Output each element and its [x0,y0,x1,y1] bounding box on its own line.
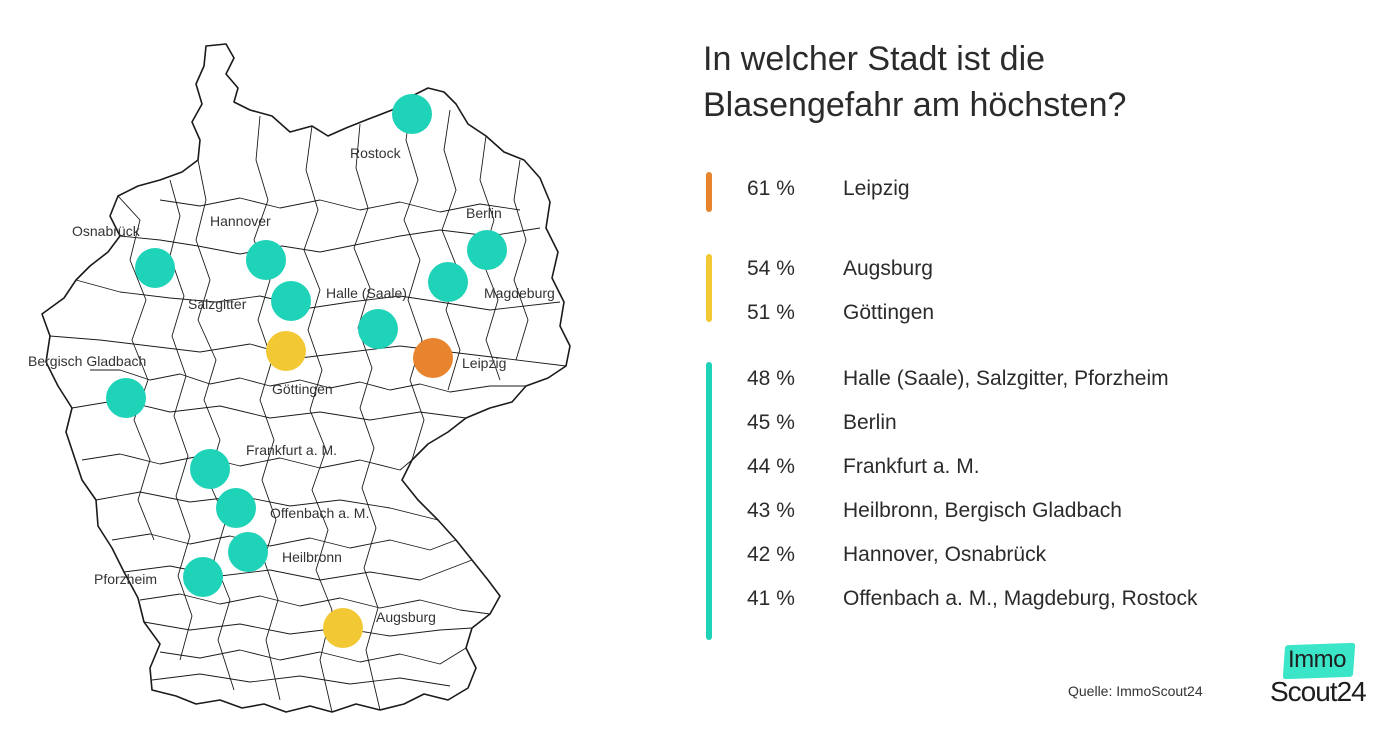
city-label: Halle (Saale) [326,285,407,301]
legend-percent: 41 % [747,587,795,610]
district-boundary [151,673,451,687]
legend-percent: 45 % [747,411,795,434]
district-boundary [81,453,413,471]
legend-cities: Offenbach a. M., Magdeburg, Rostock [843,587,1198,610]
district-boundary [303,125,333,712]
district-boundary [117,195,155,541]
germany-map: Rostock Berlin Osnabrück Hannover Salzgitter… [20,40,620,730]
city-label: Pforzheim [94,571,157,587]
city-label: Göttingen [272,381,333,397]
city-marker [358,309,398,349]
city-marker [467,230,507,270]
city-label: Berlin [466,205,502,221]
legend-group-bar-yellow [706,254,712,322]
city-marker [266,331,306,371]
city-marker [183,557,223,597]
legend-cities: Halle (Saale), Salzgitter, Pforzheim [843,367,1169,390]
district-boundary [90,369,526,393]
germany-outline: Rostock Berlin Osnabrück Hannover Salzgitter… [28,43,571,713]
legend-cities: Heilbronn, Bergisch Gladbach [843,499,1122,522]
district-boundary [111,533,457,551]
legend-cities: Berlin [843,411,897,434]
city-label: Osnabrück [72,223,141,239]
legend-cities: Augsburg [843,257,933,280]
district-boundary [159,197,521,213]
city-label: Rostock [350,145,402,161]
city-marker [228,532,268,572]
source-note: Quelle: ImmoScout24 [1068,683,1203,699]
legend-percent: 54 % [747,257,795,280]
district-boundary [253,115,281,701]
city-label: Augsburg [376,609,436,625]
legend-group-bar-teal [706,362,712,640]
city-marker [271,281,311,321]
chart-title: In welcher Stadt ist die Blasengefahr am… [703,36,1343,128]
legend-cities: Leipzig [843,177,910,200]
district-boundary [441,109,461,391]
legend: 61 % Leipzig 54 % Augsburg 51 % Göttingen 48 %… [700,0,1320,735]
city-marker [413,338,453,378]
city-label: Magdeburg [484,285,555,301]
city-label: Hannover [210,213,271,229]
district-boundary [123,559,473,581]
city-marker [106,378,146,418]
title-line-1: In welcher Stadt ist die [703,40,1046,78]
district-boundary [95,491,439,521]
district-boundary [139,593,491,615]
city-marker [323,608,363,648]
district-boundary [143,621,473,637]
legend-percent: 44 % [747,455,795,478]
city-label: Frankfurt a. M. [246,442,337,458]
legend-percent: 42 % [747,543,795,566]
legend-percent: 61 % [747,177,795,200]
district-boundary [75,279,561,311]
city-label: Salzgitter [188,296,247,312]
city-label: Bergisch Gladbach [28,353,146,369]
city-marker [428,262,468,302]
city-marker [190,449,230,489]
district-boundary [159,647,467,665]
city-label: Leipzig [462,355,506,371]
logo-bottom-text: Scout24 [1270,676,1367,707]
title-line-2: Blasengefahr am höchsten? [703,86,1127,124]
legend-group-bar-orange [706,172,712,212]
legend-cities: Frankfurt a. M. [843,455,980,478]
district-boundary [403,95,425,461]
logo-top-text: Immo [1288,646,1347,673]
legend-percent: 43 % [747,499,795,522]
city-marker [392,94,432,134]
city-marker [135,248,175,288]
legend-percent: 51 % [747,301,795,324]
germany-border [41,43,571,713]
immoscout24-logo: Immo Scout24 [1262,640,1372,716]
city-marker [246,240,286,280]
district-boundary [513,159,529,361]
city-label: Heilbronn [282,549,342,565]
district-boundary [353,123,381,711]
legend-cities: Göttingen [843,301,935,324]
district-boundary [119,227,541,255]
district-boundary [195,159,235,691]
legend-cities: Hannover, Osnabrück [843,543,1047,566]
city-label: Offenbach a. M. [270,505,369,521]
legend-percent: 48 % [747,367,795,390]
city-marker [216,488,256,528]
